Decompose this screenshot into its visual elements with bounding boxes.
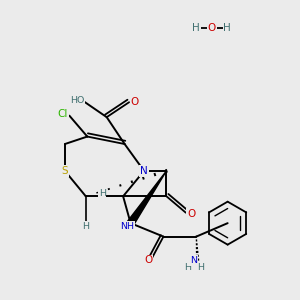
Text: H: H xyxy=(99,189,106,198)
Text: O: O xyxy=(130,97,139,107)
Text: N: N xyxy=(140,166,148,176)
Text: NH: NH xyxy=(121,222,135,231)
Text: H: H xyxy=(197,262,204,272)
Text: N: N xyxy=(190,256,197,265)
Text: Cl: Cl xyxy=(58,109,68,119)
Text: O: O xyxy=(187,209,195,219)
Text: O: O xyxy=(144,256,153,266)
Text: HO: HO xyxy=(70,96,85,105)
Polygon shape xyxy=(128,171,167,225)
Text: H: H xyxy=(224,22,231,33)
Text: H: H xyxy=(184,262,191,272)
Text: O: O xyxy=(208,22,216,33)
Text: H: H xyxy=(82,222,89,231)
Text: S: S xyxy=(61,166,68,176)
Text: H: H xyxy=(192,22,200,33)
